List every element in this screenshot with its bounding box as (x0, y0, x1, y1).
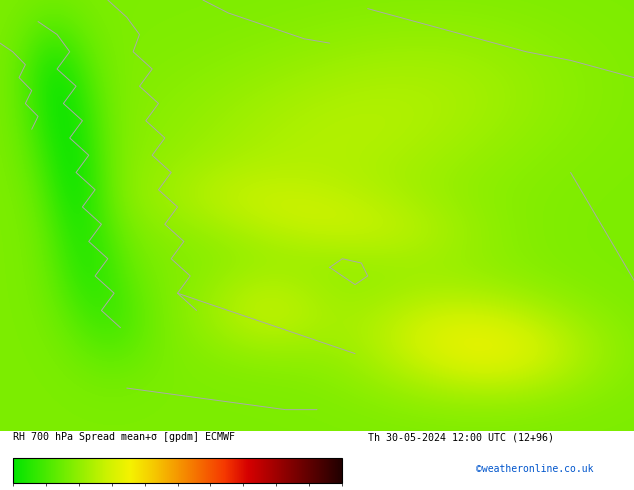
Text: ©weatheronline.co.uk: ©weatheronline.co.uk (476, 465, 593, 474)
Text: Th 30-05-2024 12:00 UTC (12+96): Th 30-05-2024 12:00 UTC (12+96) (368, 432, 553, 442)
Text: RH 700 hPa Spread mean+σ [gpdm] ECMWF: RH 700 hPa Spread mean+σ [gpdm] ECMWF (13, 432, 235, 442)
